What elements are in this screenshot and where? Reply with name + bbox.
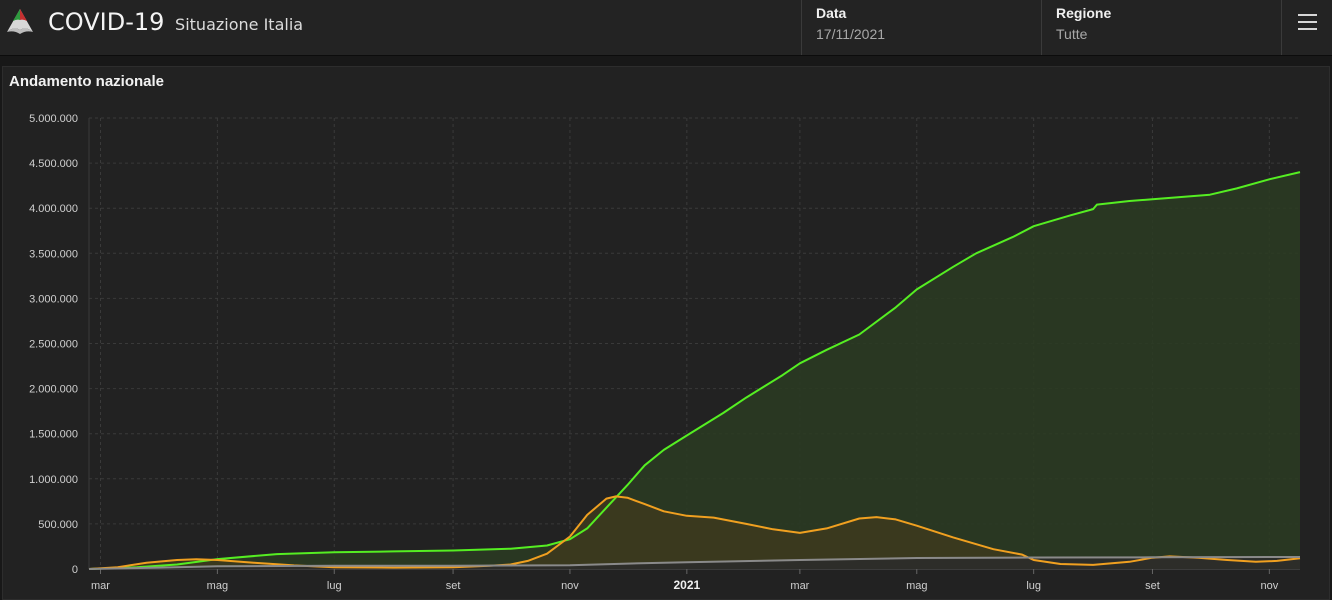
region-label: Regione (1056, 5, 1112, 21)
series-line-2 (88, 556, 1301, 570)
y-tick-label: 1.500.000 (29, 429, 78, 441)
region-selector[interactable]: Regione Tutte (1041, 0, 1281, 55)
top-bar: COVID-19 Situazione Italia Data 17/11/20… (0, 0, 1332, 56)
x-tick-label: 2021 (673, 578, 700, 592)
y-tick-label: 5.000.000 (29, 113, 78, 125)
y-tick-label: 0 (72, 564, 78, 576)
date-selector[interactable]: Data 17/11/2021 (801, 0, 1041, 55)
y-tick-label: 4.500.000 (29, 158, 78, 170)
national-trend-card: 0 500.000 1.000.000 1.500.000 2.000.000 2.500… (2, 66, 1330, 600)
hamburger-menu-icon (1298, 14, 1317, 16)
y-tick-label: 4.000.000 (29, 203, 78, 215)
card-title: Andamento nazionale (9, 73, 165, 90)
x-tick-label: lug (327, 580, 342, 592)
hamburger-menu-icon (1298, 28, 1317, 30)
x-tick-label: mag (906, 580, 927, 592)
national-trend-chart: 0 500.000 1.000.000 1.500.000 2.000.000 2.500… (29, 113, 1301, 592)
y-tick-label: 3.000.000 (29, 293, 78, 305)
y-tick-label: 1.000.000 (29, 474, 78, 486)
x-tick-label: mag (207, 580, 228, 592)
hamburger-menu-icon (1298, 21, 1317, 23)
region-value: Tutte (1056, 26, 1088, 42)
app-subtitle: Situazione Italia (175, 15, 304, 34)
x-tick-label: mar (790, 580, 809, 592)
x-tick-label: nov (561, 580, 579, 592)
x-tick-label: set (446, 580, 461, 592)
y-tick-label: 500.000 (38, 519, 78, 531)
y-tick-label: 2.000.000 (29, 384, 78, 396)
y-tick-label: 2.500.000 (29, 339, 78, 351)
date-value: 17/11/2021 (816, 26, 886, 42)
menu-button[interactable] (1281, 0, 1332, 55)
x-tick-label: mar (91, 580, 110, 592)
italy-logo-icon (7, 9, 33, 34)
y-tick-label: 3.500.000 (29, 248, 78, 260)
date-label: Data (816, 5, 847, 21)
series-line-0 (88, 171, 1301, 570)
app-title: COVID-19 Situazione Italia (48, 8, 304, 36)
x-tick-label: nov (1260, 580, 1278, 592)
x-tick-label: set (1145, 580, 1160, 592)
x-tick-label: lug (1026, 580, 1041, 592)
series-area-0 (89, 172, 1300, 569)
